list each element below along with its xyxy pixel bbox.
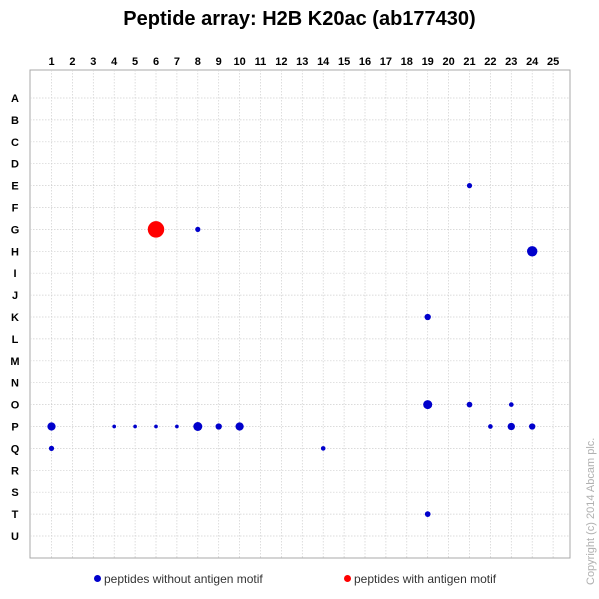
data-point-P8	[193, 421, 203, 432]
data-point-K19	[424, 313, 431, 321]
row-tick-I: I	[13, 268, 16, 280]
copyright-text: Copyright (c) 2014 Abcam plc.	[585, 437, 597, 585]
legend-dot-red	[344, 575, 351, 583]
row-tick-T: T	[12, 509, 19, 521]
data-point-H24	[527, 246, 538, 257]
column-tick-25: 25	[547, 56, 559, 68]
column-tick-10: 10	[233, 56, 245, 68]
row-tick-E: E	[11, 181, 18, 193]
column-tick-17: 17	[380, 56, 392, 68]
row-tick-Q: Q	[11, 443, 20, 455]
data-point-P9	[215, 423, 222, 430]
row-tick-O: O	[11, 400, 20, 412]
column-tick-4: 4	[111, 56, 118, 68]
column-tick-3: 3	[90, 56, 96, 68]
data-point-P7	[175, 424, 179, 429]
row-tick-G: G	[11, 224, 20, 236]
row-tick-R: R	[11, 465, 19, 477]
data-point-Q14	[320, 446, 326, 451]
data-point-P5	[133, 424, 137, 429]
row-tick-L: L	[12, 334, 19, 346]
row-tick-C: C	[11, 137, 19, 149]
data-point-P4	[112, 424, 117, 429]
legend-item-without-motif: peptides without antigen motif	[94, 572, 263, 586]
column-tick-13: 13	[296, 56, 308, 68]
data-point-T19	[424, 511, 431, 517]
legend-item-with-motif: peptides with antigen motif	[344, 572, 496, 586]
data-points	[47, 183, 538, 517]
column-tick-21: 21	[463, 56, 475, 68]
column-tick-9: 9	[216, 56, 222, 68]
data-point-G6	[147, 221, 165, 238]
data-point-P10	[235, 422, 244, 431]
column-tick-12: 12	[275, 56, 287, 68]
column-tick-23: 23	[505, 56, 517, 68]
data-point-P23	[507, 422, 515, 431]
plot-area-border	[29, 69, 571, 559]
column-tick-20: 20	[442, 56, 454, 68]
row-tick-F: F	[12, 203, 19, 215]
column-tick-11: 11	[255, 56, 267, 68]
legend-label-without-motif: peptides without antigen motif	[104, 572, 263, 586]
column-tick-2: 2	[69, 56, 75, 68]
data-point-P22	[488, 424, 493, 429]
data-point-P6	[154, 424, 158, 429]
legend-label-with-motif: peptides with antigen motif	[354, 572, 497, 586]
row-tick-U: U	[11, 531, 19, 543]
row-tick-N: N	[11, 378, 19, 390]
column-tick-labels: 1 2 3 4 5 6 7 8 9 10 11 12 13 14 15 16 17 18 19 20 21 22 23 24 2…	[48, 56, 559, 68]
row-tick-K: K	[11, 312, 19, 324]
column-tick-1: 1	[48, 56, 54, 68]
data-point-E21	[466, 183, 473, 189]
column-tick-16: 16	[359, 56, 371, 68]
data-point-Q1	[48, 445, 55, 451]
data-point-P1	[47, 422, 56, 431]
row-tick-J: J	[12, 290, 18, 302]
row-tick-P: P	[11, 422, 18, 434]
row-tick-M: M	[10, 356, 19, 368]
row-tick-S: S	[11, 487, 18, 499]
column-tick-15: 15	[338, 56, 350, 68]
row-tick-B: B	[11, 115, 19, 127]
column-tick-19: 19	[422, 56, 434, 68]
column-tick-7: 7	[174, 56, 180, 68]
row-tick-D: D	[11, 159, 19, 171]
data-point-G8	[195, 226, 201, 232]
row-tick-H: H	[11, 246, 19, 258]
chart-title: Peptide array: H2B K20ac (ab177430)	[123, 8, 476, 30]
column-tick-22: 22	[484, 56, 496, 68]
data-point-P24	[529, 423, 536, 430]
data-point-O23	[508, 402, 514, 407]
row-tick-A: A	[11, 93, 19, 105]
column-tick-18: 18	[401, 56, 413, 68]
column-tick-5: 5	[132, 56, 138, 68]
column-tick-14: 14	[317, 56, 330, 68]
data-point-O21	[466, 401, 473, 408]
data-point-O19	[423, 400, 433, 410]
column-tick-8: 8	[195, 56, 201, 68]
column-tick-24: 24	[526, 56, 539, 68]
legend-dot-blue	[94, 575, 101, 583]
grid-lines	[30, 70, 570, 558]
column-tick-6: 6	[153, 56, 159, 68]
